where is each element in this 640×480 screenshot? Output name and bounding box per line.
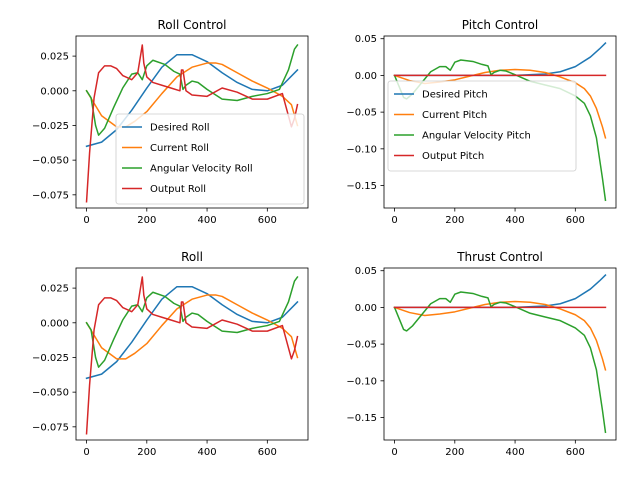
- x-tick-label: 400: [506, 215, 525, 226]
- roll-control-chart: 0 200 400 600 −0.075 −0.050 −0.025 0.000 0.025 Ro…: [32, 18, 309, 226]
- y-tick-label: 0.00: [355, 71, 377, 82]
- y-tick-label: −0.050: [32, 156, 69, 167]
- legend: Desired Pitch Current Pitch Angular Veloci…: [387, 80, 577, 172]
- y-tick-label: 0.025: [40, 52, 69, 63]
- x-tick-label: 0: [391, 215, 397, 226]
- plot-area: [85, 275, 299, 435]
- plot-area: [393, 274, 607, 434]
- chart-title: Roll Control: [158, 18, 227, 32]
- y-tick-label: −0.15: [346, 413, 377, 424]
- x-tick-label: 200: [137, 215, 156, 226]
- series-line-2: [393, 300, 607, 371]
- y-tick-label: 0.05: [355, 34, 377, 45]
- thrust-control-chart: 0 200 400 600 −0.15 −0.10 −0.05 0.00 0.05 Thrust …: [346, 250, 617, 458]
- y-tick-label: −0.10: [346, 144, 377, 155]
- legend-label: Angular Velocity Roll: [150, 164, 253, 175]
- x-tick-label: 0: [83, 215, 89, 226]
- legend-label: Current Pitch: [422, 110, 487, 121]
- y-tick-label: 0.05: [355, 266, 377, 277]
- legend-box: [387, 80, 577, 172]
- axes-frame: [75, 267, 309, 441]
- legend-box: [115, 113, 305, 205]
- roll-chart: 0 200 400 600 −0.075 −0.050 −0.025 0.000 0.025 Ro…: [32, 250, 309, 458]
- y-tick-label: −0.10: [346, 376, 377, 387]
- chart-title: Roll: [181, 250, 203, 264]
- axes-frame: [75, 35, 309, 209]
- series-line-output-roll: [85, 44, 299, 203]
- series-line-3: [85, 275, 299, 368]
- x-tick-label: 400: [198, 215, 217, 226]
- x-tick-label: 200: [445, 447, 464, 458]
- y-tick-label: −0.05: [346, 108, 377, 119]
- x-tick-label: 600: [566, 447, 585, 458]
- y-tick-label: −0.075: [32, 190, 69, 201]
- x-tick-label: 600: [566, 215, 585, 226]
- series-line-3: [393, 291, 607, 434]
- axes-frame: [383, 267, 617, 441]
- x-tick-label: 400: [198, 447, 217, 458]
- y-tick-label: 0.00: [355, 303, 377, 314]
- x-tick-label: 200: [445, 215, 464, 226]
- series-line-2: [85, 294, 299, 360]
- legend-label: Output Roll: [150, 184, 206, 195]
- y-tick-label: 0.025: [40, 284, 69, 295]
- legend-label: Desired Roll: [150, 123, 210, 134]
- y-tick-label: −0.025: [32, 121, 69, 132]
- x-tick-label: 600: [258, 215, 277, 226]
- x-tick-label: 200: [137, 447, 156, 458]
- pitch-control-chart: 0 200 400 600 −0.15 −0.10 −0.05 0.00 0.05 Pitch C…: [346, 18, 617, 226]
- x-tick-label: 400: [506, 447, 525, 458]
- x-tick-label: 600: [258, 447, 277, 458]
- y-tick-label: 0.000: [40, 86, 69, 97]
- legend: Desired Roll Current Roll Angular Velocity…: [115, 113, 305, 205]
- legend-label: Current Roll: [150, 143, 209, 154]
- y-tick-label: −0.025: [32, 353, 69, 364]
- x-tick-label: 0: [391, 447, 397, 458]
- series-line-1: [85, 285, 299, 380]
- x-tick-label: 0: [83, 447, 89, 458]
- y-tick-label: 0.000: [40, 318, 69, 329]
- chart-title: Thrust Control: [456, 250, 543, 264]
- legend-label: Angular Velocity Pitch: [422, 131, 531, 142]
- chart-title: Pitch Control: [462, 18, 538, 32]
- axes-frame: [383, 35, 617, 209]
- y-tick-label: −0.050: [32, 388, 69, 399]
- y-tick-label: −0.075: [32, 422, 69, 433]
- legend-label: Desired Pitch: [422, 90, 488, 101]
- y-tick-label: −0.15: [346, 181, 377, 192]
- y-tick-label: −0.05: [346, 340, 377, 351]
- series-line-4: [85, 276, 299, 435]
- series-line-angular-velocity-roll: [85, 43, 299, 136]
- legend-label: Output Pitch: [422, 151, 484, 162]
